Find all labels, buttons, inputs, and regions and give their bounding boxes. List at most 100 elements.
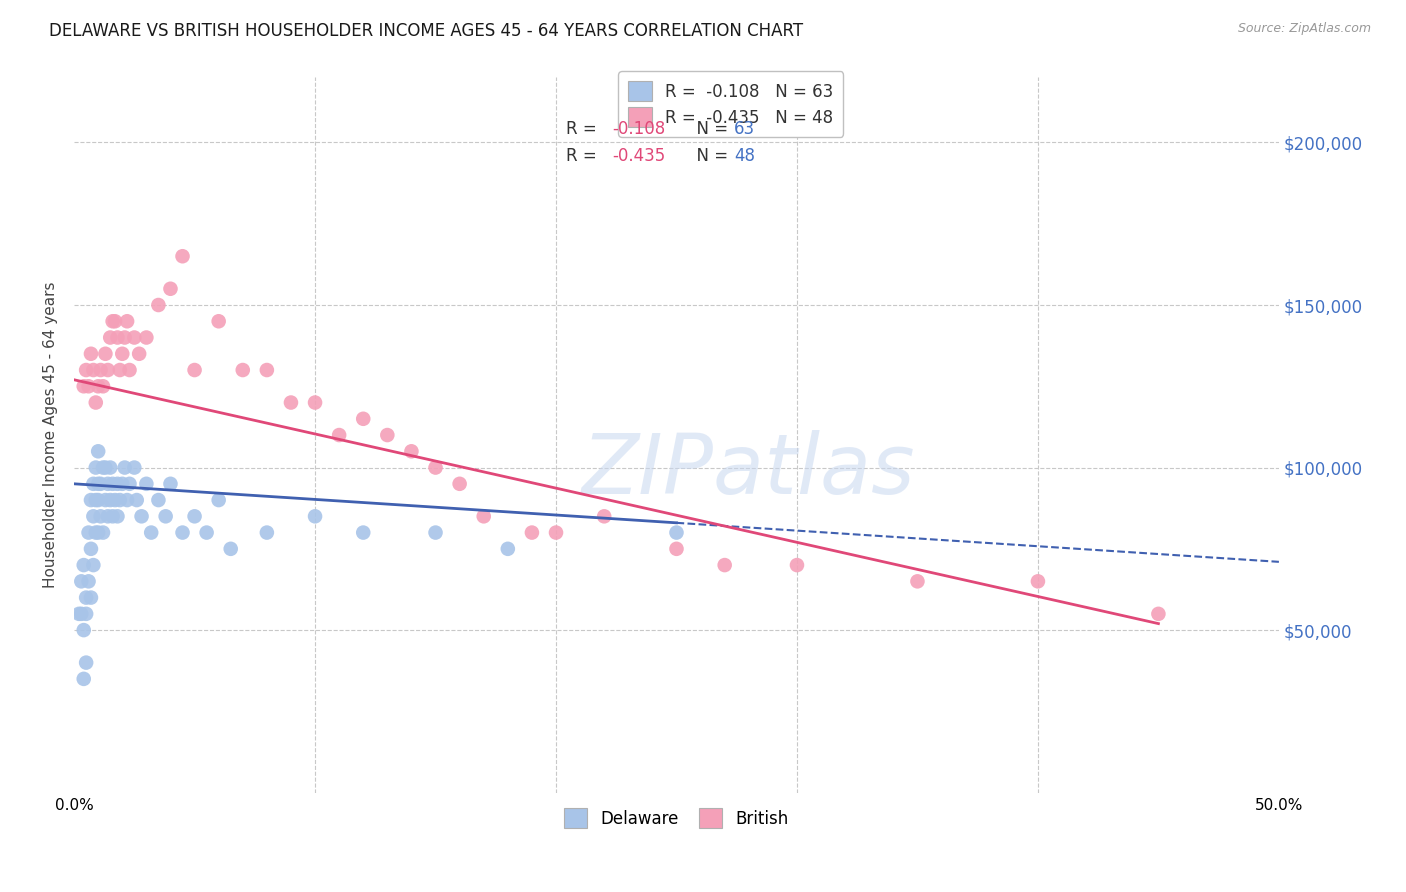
Point [1147,607,1170,621]
Point [183,509,205,524]
Text: Source: ZipAtlas.com: Source: ZipAtlas.com [1237,22,1371,36]
Point [75,591,97,605]
Point [115,314,138,328]
Point [82,476,104,491]
Point [118,363,141,377]
Point [77,574,100,589]
Point [232,363,254,377]
Point [172,249,194,263]
Text: R =: R = [565,120,602,138]
Point [77,379,100,393]
Point [125,493,148,508]
Point [70,574,93,589]
Point [108,363,131,377]
Point [107,476,129,491]
Point [713,558,735,573]
Text: 63: 63 [734,120,755,138]
Point [135,330,157,344]
Point [104,314,127,328]
Point [159,282,181,296]
Point [80,493,103,508]
Point [111,476,134,491]
Point [73,558,96,573]
Point [90,476,112,491]
Point [304,509,326,524]
Point [155,509,177,524]
Text: ZIPatlas: ZIPatlas [582,430,915,511]
Point [124,330,146,344]
Point [73,379,96,393]
Point [75,656,97,670]
Point [70,607,93,621]
Point [352,525,374,540]
Point [67,607,90,621]
Point [449,476,471,491]
Point [496,541,519,556]
Point [80,541,103,556]
Point [1026,574,1049,589]
Point [304,395,326,409]
Point [114,460,136,475]
Point [82,363,104,377]
Point [401,444,423,458]
Point [97,363,120,377]
Point [328,428,350,442]
Point [352,411,374,425]
Point [472,509,495,524]
Point [148,298,170,312]
Point [786,558,808,573]
Point [172,525,194,540]
Point [141,525,163,540]
Point [593,509,616,524]
Point [114,330,136,344]
Point [665,525,688,540]
Point [375,428,398,442]
Point [91,460,114,475]
Point [75,363,97,377]
Point [544,525,567,540]
Point [101,509,124,524]
Point [84,493,107,508]
Text: 48: 48 [734,147,755,165]
Point [195,525,218,540]
Point [91,525,114,540]
Point [111,347,134,361]
Text: R =: R = [565,147,602,165]
Point [118,476,141,491]
Y-axis label: Householder Income Ages 45 - 64 years: Householder Income Ages 45 - 64 years [44,282,58,589]
Point [98,493,121,508]
Point [104,493,127,508]
Point [98,330,121,344]
Point [73,672,96,686]
Point [425,460,447,475]
Text: -0.108: -0.108 [613,120,666,138]
Point [256,363,278,377]
Point [101,314,124,328]
Point [159,476,181,491]
Point [520,525,543,540]
Point [135,476,157,491]
Point [107,509,129,524]
Point [90,363,112,377]
Point [94,347,117,361]
Point [425,525,447,540]
Point [280,395,302,409]
Point [256,525,278,540]
Point [82,558,104,573]
Point [75,607,97,621]
Point [115,493,138,508]
Point [131,509,153,524]
Point [183,363,205,377]
Point [87,525,110,540]
Point [94,493,117,508]
Point [107,330,129,344]
Point [219,541,242,556]
Point [80,591,103,605]
Text: -0.435: -0.435 [613,147,666,165]
Text: N =: N = [686,147,734,165]
Point [101,476,124,491]
Point [907,574,929,589]
Point [77,525,100,540]
Text: DELAWARE VS BRITISH HOUSEHOLDER INCOME AGES 45 - 64 YEARS CORRELATION CHART: DELAWARE VS BRITISH HOUSEHOLDER INCOME A… [49,22,803,40]
Point [108,493,131,508]
